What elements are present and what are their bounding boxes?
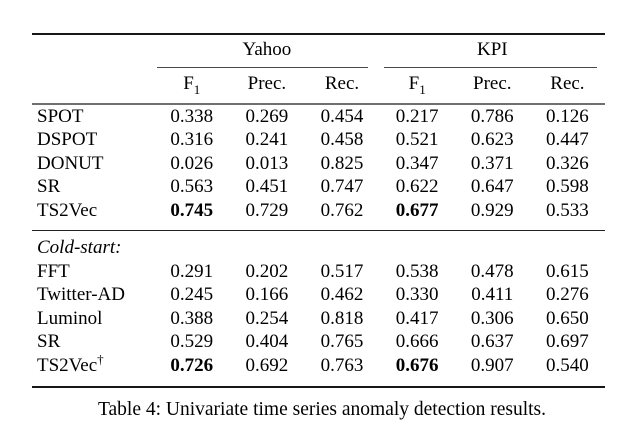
table-row: TS2Vec† 0.726 0.692 0.763 0.676 0.907 0.… xyxy=(32,351,605,387)
metric-header-row: F1 Prec. Rec. F1 Prec. Rec. xyxy=(32,68,605,105)
table-row: SR 0.529 0.404 0.765 0.666 0.637 0.697 xyxy=(32,331,605,355)
col-header-f1: F1 xyxy=(379,68,455,105)
table-row: FFT 0.291 0.202 0.517 0.538 0.478 0.615 xyxy=(32,260,605,284)
metric-cell: 0.637 xyxy=(470,331,514,353)
method-name: TS2Vec† xyxy=(37,351,104,376)
table-row: Luminol 0.388 0.254 0.818 0.417 0.306 0.… xyxy=(32,307,605,331)
col-header-prec: Prec. xyxy=(454,68,530,105)
metric-cell-best: 0.676 xyxy=(395,354,439,376)
col-header-prec: Prec. xyxy=(229,68,305,105)
results-table: Yahoo KPI F1 Prec. Rec. F1 Prec. Rec. SP… xyxy=(32,33,605,388)
metric-cell: 0.245 xyxy=(170,284,214,306)
metric-cell: 0.404 xyxy=(245,331,289,353)
metric-cell: 0.478 xyxy=(470,260,514,282)
corner-cell xyxy=(32,34,154,68)
metric-cell: 0.254 xyxy=(245,307,289,329)
metric-cell: 0.338 xyxy=(170,105,214,127)
metric-cell: 0.598 xyxy=(546,176,589,198)
metric-cell: 0.762 xyxy=(304,199,380,231)
metric-cell: 0.622 xyxy=(395,176,439,198)
metric-cell: 0.013 xyxy=(245,152,289,174)
metric-cell: 0.765 xyxy=(320,331,364,353)
metric-cell: 0.454 xyxy=(320,105,364,127)
metric-cell: 0.417 xyxy=(395,307,439,329)
metric-cell: 0.462 xyxy=(320,284,364,306)
metric-cell: 0.907 xyxy=(470,354,514,376)
metric-cell: 0.540 xyxy=(546,354,589,376)
metric-cell: 0.306 xyxy=(470,307,514,329)
table-row: Twitter-AD 0.245 0.166 0.462 0.330 0.411… xyxy=(32,284,605,308)
metric-cell: 0.692 xyxy=(245,354,289,376)
metric-cell: 0.458 xyxy=(320,129,364,151)
method-name: Luminol xyxy=(37,307,103,329)
metric-cell: 0.647 xyxy=(470,176,514,198)
group-header-yahoo: Yahoo xyxy=(154,34,379,68)
metric-cell: 0.615 xyxy=(546,260,589,282)
metric-cell: 0.929 xyxy=(454,199,530,231)
metric-cell: 0.538 xyxy=(395,260,439,282)
table-row: DSPOT 0.316 0.241 0.458 0.521 0.623 0.44… xyxy=(32,129,605,153)
metric-cell: 0.241 xyxy=(245,129,289,151)
method-name: FFT xyxy=(37,260,70,282)
metric-cell: 0.371 xyxy=(470,152,514,174)
metric-cell: 0.521 xyxy=(395,129,439,151)
metric-cell: 0.451 xyxy=(245,176,289,198)
metric-cell: 0.126 xyxy=(546,105,589,127)
table-row: SR 0.563 0.451 0.747 0.622 0.647 0.598 xyxy=(32,176,605,200)
method-name: SPOT xyxy=(37,105,84,127)
metric-cell: 0.697 xyxy=(546,331,589,353)
metric-cell: 0.202 xyxy=(245,260,289,282)
metric-cell: 0.666 xyxy=(395,331,439,353)
col-header-rec: Rec. xyxy=(304,68,380,105)
metric-cell: 0.026 xyxy=(170,152,214,174)
metric-cell: 0.316 xyxy=(170,129,214,151)
table-row: SPOT 0.338 0.269 0.454 0.217 0.786 0.126 xyxy=(32,104,605,129)
method-name: DSPOT xyxy=(37,129,98,151)
metric-cell: 0.166 xyxy=(245,284,289,306)
corner-cell xyxy=(32,68,155,105)
metric-cell: 0.825 xyxy=(320,152,364,174)
metric-cell: 0.786 xyxy=(470,105,514,127)
method-name: TS2Vec xyxy=(32,199,155,231)
metric-cell: 0.533 xyxy=(529,199,605,231)
metric-cell: 0.326 xyxy=(546,152,589,174)
metric-cell: 0.529 xyxy=(170,331,214,353)
table-row: TS2Vec 0.745 0.729 0.762 0.677 0.929 0.5… xyxy=(32,199,605,231)
col-header-f1: F1 xyxy=(154,68,230,105)
metric-cell: 0.763 xyxy=(320,354,364,376)
metric-cell-best: 0.677 xyxy=(379,199,455,231)
metric-cell: 0.388 xyxy=(170,307,214,329)
col-header-rec: Rec. xyxy=(529,68,605,105)
metric-cell: 0.291 xyxy=(170,260,214,282)
dagger-mark: † xyxy=(97,351,104,367)
section-label: Cold-start: xyxy=(37,237,122,259)
metric-cell-best: 0.726 xyxy=(170,354,214,376)
method-name: DONUT xyxy=(37,152,104,174)
metric-cell: 0.276 xyxy=(546,284,589,306)
group-header-row: Yahoo KPI xyxy=(32,34,605,68)
section-label-row: Cold-start: xyxy=(32,230,605,260)
metric-cell: 0.818 xyxy=(320,307,364,329)
metric-cell: 0.330 xyxy=(395,284,439,306)
metric-cell: 0.347 xyxy=(395,152,439,174)
metric-cell: 0.747 xyxy=(320,176,364,198)
metric-cell: 0.217 xyxy=(395,105,439,127)
metric-cell: 0.650 xyxy=(546,307,589,329)
method-name: SR xyxy=(37,176,61,198)
metric-cell: 0.411 xyxy=(471,284,514,306)
metric-cell: 0.563 xyxy=(170,176,214,198)
method-name: SR xyxy=(37,331,61,353)
metric-cell: 0.447 xyxy=(546,129,589,151)
table-row: DONUT 0.026 0.013 0.825 0.347 0.371 0.32… xyxy=(32,152,605,176)
metric-cell: 0.269 xyxy=(245,105,289,127)
table-caption: Table 4: Univariate time series anomaly … xyxy=(97,399,547,420)
metric-cell: 0.623 xyxy=(470,129,514,151)
metric-cell: 0.729 xyxy=(229,199,305,231)
metric-cell-best: 0.745 xyxy=(154,199,230,231)
method-name: Twitter-AD xyxy=(37,284,125,306)
metric-cell: 0.517 xyxy=(320,260,364,282)
group-header-kpi: KPI xyxy=(380,34,605,68)
